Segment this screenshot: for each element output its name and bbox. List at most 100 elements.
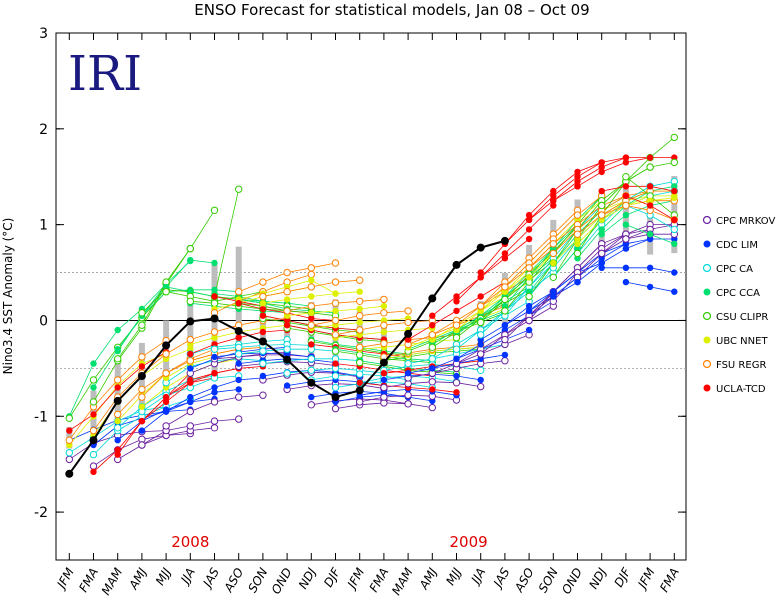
- forecast-point: [598, 168, 605, 176]
- observed-point: [186, 317, 195, 326]
- forecast-point: [210, 299, 219, 307]
- forecast-point: [65, 455, 74, 464]
- forecast-point: [429, 386, 436, 393]
- forecast-point: [331, 383, 340, 392]
- logo-iri: IRI: [68, 46, 142, 102]
- forecast-point: [380, 383, 388, 392]
- x-tick-label: JJA: [468, 566, 489, 588]
- spread-bar: [308, 302, 315, 371]
- forecast-point: [259, 347, 267, 355]
- forecast-point: [332, 360, 339, 367]
- forecast-point: [283, 369, 291, 377]
- forecast-point: [308, 277, 315, 284]
- forecast-point: [307, 321, 315, 329]
- forecast-point: [598, 163, 605, 171]
- forecast-point: [307, 264, 315, 272]
- forecast-point: [477, 269, 484, 276]
- observed-point: [428, 294, 437, 303]
- forecast-point: [356, 288, 363, 295]
- forecast-point: [671, 240, 678, 247]
- legend-label: CSU CLIPR: [716, 312, 768, 323]
- x-tick-label: OND: [559, 566, 585, 597]
- forecast-point: [670, 133, 678, 142]
- legend-marker: [703, 240, 711, 248]
- observed-point: [210, 314, 219, 323]
- legend-marker: [702, 359, 712, 369]
- forecast-point: [477, 350, 485, 358]
- forecast-point: [646, 163, 654, 171]
- forecast-point: [211, 353, 218, 361]
- forecast-point: [550, 202, 557, 209]
- forecast-point: [598, 231, 605, 238]
- forecast-point: [138, 309, 146, 317]
- forecast-markers: [65, 133, 678, 475]
- forecast-point: [453, 372, 460, 380]
- forecast-point: [501, 283, 509, 291]
- observed-point: [379, 358, 388, 367]
- forecast-point: [162, 350, 170, 358]
- forecast-point: [210, 398, 219, 406]
- observed-series: [65, 236, 509, 478]
- forecast-point: [549, 249, 557, 258]
- legend-label: CDC LIM: [716, 240, 758, 251]
- forecast-point: [210, 417, 219, 425]
- forecast-point: [65, 449, 74, 457]
- forecast-point: [283, 296, 291, 303]
- forecast-point: [283, 317, 291, 324]
- forecast-point: [574, 183, 581, 190]
- y-tick-label: 1: [39, 218, 48, 234]
- legend: CPC MRKOV CDC LIM CPC CA CPC CCA CSU CLIPR UB…: [702, 215, 775, 395]
- forecast-point: [525, 226, 533, 233]
- forecast-point: [453, 298, 460, 305]
- forecast-point: [380, 393, 388, 401]
- x-tick-label: JFM: [634, 565, 658, 592]
- legend-marker: [702, 263, 712, 273]
- forecast-point: [404, 400, 412, 408]
- forecast-point: [210, 206, 219, 215]
- forecast-point: [550, 197, 557, 204]
- forecast-point: [550, 293, 557, 300]
- forecast-point: [235, 415, 243, 423]
- forecast-point: [622, 278, 630, 286]
- forecast-point: [356, 351, 364, 359]
- forecast-point: [549, 273, 557, 281]
- forecast-point: [211, 259, 218, 267]
- observed-point: [452, 260, 461, 269]
- legend-marker: [703, 336, 711, 344]
- forecast-point: [283, 288, 291, 296]
- forecast-point: [235, 350, 243, 358]
- forecast-point: [138, 363, 146, 370]
- spread-bar: [622, 188, 629, 251]
- forecast-point: [235, 360, 242, 367]
- forecast-point: [138, 385, 146, 394]
- forecast-point: [187, 376, 194, 384]
- forecast-line: [601, 224, 675, 254]
- observed-point: [331, 393, 340, 402]
- y-tick-label: -2: [34, 505, 48, 521]
- x-tick-label: JFM: [53, 565, 77, 592]
- forecast-point: [404, 370, 412, 377]
- forecast-point: [453, 307, 460, 315]
- forecast-point: [114, 355, 122, 363]
- forecast-point: [671, 269, 678, 276]
- forecast-point: [646, 197, 654, 204]
- x-tick-label: DJF: [612, 565, 635, 590]
- y-tick-label: 2: [39, 122, 48, 138]
- x-tick-label: NDJ: [586, 565, 609, 591]
- x-tick-label: MAM: [99, 565, 126, 598]
- plot-frame: [55, 32, 687, 561]
- forecast-point: [452, 345, 461, 353]
- forecast-point: [235, 300, 242, 307]
- forecast-point: [622, 183, 630, 190]
- legend-marker: [703, 384, 711, 392]
- forecast-point: [114, 451, 121, 458]
- forecast-point: [525, 235, 533, 243]
- forecast-point: [453, 389, 460, 396]
- observed-point: [307, 378, 316, 387]
- forecast-point: [187, 398, 194, 406]
- forecast-point: [429, 365, 436, 372]
- x-tick-label: NDJ: [296, 565, 319, 591]
- forecast-point: [308, 293, 315, 300]
- forecast-point: [574, 178, 581, 185]
